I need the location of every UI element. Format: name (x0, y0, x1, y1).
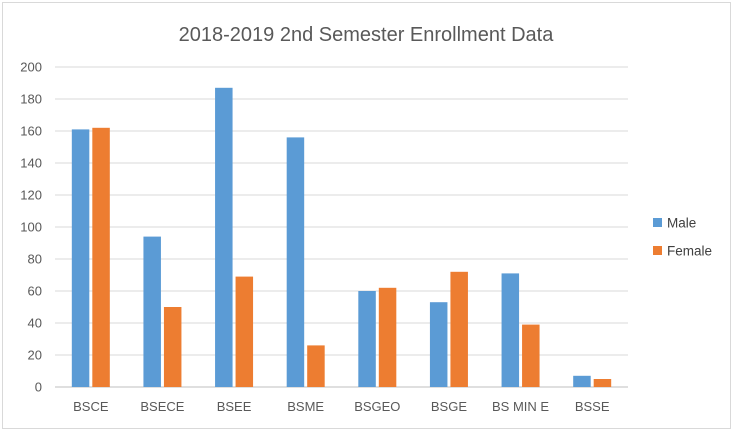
y-tick-label: 120 (20, 188, 42, 203)
x-tick-label: BSME (287, 399, 324, 414)
y-tick-label: 200 (20, 60, 42, 75)
bar-male (358, 291, 376, 387)
x-tick-label: BSGE (431, 399, 467, 414)
y-tick-label: 40 (28, 316, 42, 331)
bars (71, 87, 612, 388)
y-tick-label: 20 (28, 348, 42, 363)
gridlines (55, 66, 628, 388)
bar-male (286, 137, 305, 387)
x-tick-label: BSGEO (354, 399, 400, 414)
bar-female (522, 324, 540, 387)
chart-title: 2018-2019 2nd Semester Enrollment Data (179, 24, 555, 46)
y-tick-label: 180 (20, 92, 42, 107)
legend-label-female: Female (667, 244, 712, 259)
x-tick-label: BSCE (73, 399, 109, 414)
bar-female (92, 127, 110, 388)
bar-male (143, 236, 161, 387)
bar-female (235, 276, 254, 387)
bar-male (215, 87, 233, 388)
x-tick-label: BSEE (217, 399, 252, 414)
y-tick-label: 100 (20, 220, 42, 235)
bar-female (307, 345, 325, 387)
y-tick-label: 0 (35, 380, 42, 395)
x-axis-ticks: BSCE BSECE BSEE BSME BSGEO BSGE BS MIN E BSSE (73, 399, 610, 414)
bar-female (163, 307, 182, 387)
y-tick-label: 160 (20, 124, 42, 139)
bar-male (429, 302, 448, 387)
y-tick-label: 140 (20, 156, 42, 171)
bar-male (71, 129, 90, 387)
bar-male (501, 273, 520, 387)
bar-female (450, 271, 468, 387)
legend: Male Female (653, 216, 712, 259)
bar-female (593, 379, 612, 387)
x-tick-label: BSECE (140, 399, 184, 414)
x-tick-label: BS MIN E (492, 399, 549, 414)
y-tick-label: 60 (28, 284, 42, 299)
bar-female (378, 287, 397, 387)
y-tick-label: 80 (28, 252, 42, 267)
legend-label-male: Male (667, 216, 696, 231)
legend-swatch-female (653, 246, 662, 255)
legend-swatch-male (653, 218, 662, 227)
bar-male (573, 375, 591, 387)
x-tick-label: BSSE (575, 399, 610, 414)
y-axis-ticks: 0 20 40 60 80 100 120 140 160 180 200 (20, 60, 42, 395)
